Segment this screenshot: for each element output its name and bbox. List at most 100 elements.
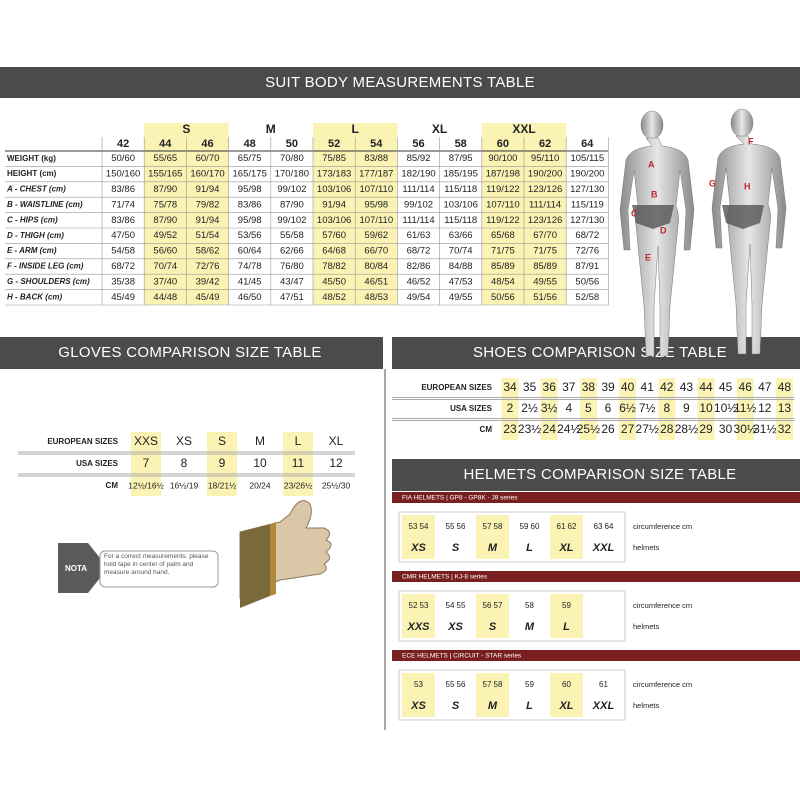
row-label: EUROPEAN SIZES (421, 383, 492, 392)
cell: 71/75 (533, 246, 557, 257)
cell: 48/52 (322, 292, 346, 303)
row-label: C - HIPS (cm) (7, 215, 58, 224)
cell: 28 (660, 422, 674, 436)
size-number: 42 (117, 138, 129, 150)
cell: 185/195 (444, 169, 478, 180)
circumference: 55 (446, 522, 455, 531)
circumference: 53 (414, 680, 423, 689)
row1-label: circumference cm (633, 601, 692, 610)
cell: 103/106 (317, 184, 351, 195)
circumference: 61 (557, 522, 566, 531)
row-label: F - INSIDE LEG (cm) (7, 262, 84, 271)
cell: 46/52 (407, 276, 431, 287)
circumference: 59 (520, 522, 529, 531)
cell: 187/198 (486, 169, 520, 180)
cell: 27½ (636, 422, 659, 436)
highlight-column (736, 378, 754, 440)
helmet-size: XS (447, 621, 463, 633)
cell: 18/21½ (208, 480, 236, 490)
cell: 71/74 (111, 199, 135, 210)
highlight-column (658, 378, 676, 440)
size-number: 46 (201, 138, 213, 150)
circumference: 57 (483, 522, 492, 531)
highlight-column (144, 123, 187, 305)
cell: 61/63 (407, 230, 431, 241)
cell: 119/122 (486, 215, 520, 226)
circumference: 56 (483, 601, 492, 610)
highlight-column (131, 432, 161, 496)
cell: 83/88 (364, 153, 388, 164)
body-figures (619, 108, 787, 357)
cell: 190/200 (570, 169, 604, 180)
cell: 68/72 (111, 261, 135, 272)
cell: 95/98 (238, 184, 262, 195)
highlight-group (550, 594, 583, 638)
circumference: 64 (605, 522, 614, 531)
cell: 43/47 (280, 276, 304, 287)
helmet-size: S (452, 542, 460, 554)
cell: 23 (503, 422, 517, 436)
cell: 38 (582, 380, 596, 394)
cell: 60/64 (238, 246, 262, 257)
highlight-group (402, 515, 435, 559)
cell: 68/72 (407, 246, 431, 257)
cell: 16½/19 (170, 480, 199, 490)
circumference: 53 (420, 601, 429, 610)
cell: 91/94 (196, 215, 220, 226)
cell: 3½ (541, 401, 558, 415)
cell: 23½ (518, 422, 541, 436)
highlight-column (775, 378, 793, 440)
circumference: 60 (562, 680, 571, 689)
helmet-size: XXS (406, 621, 430, 633)
cell: 107/110 (486, 199, 520, 210)
cell: 87/91 (575, 261, 599, 272)
cell: 24 (543, 422, 557, 436)
cell: 78/82 (322, 261, 346, 272)
cell: 49/55 (533, 276, 557, 287)
cell: 44/48 (153, 292, 177, 303)
briefs (632, 205, 764, 229)
cell: 84/88 (449, 261, 473, 272)
highlight-column (501, 378, 519, 440)
highlight-group (476, 594, 509, 638)
cell: 76/80 (280, 261, 304, 272)
figure-label: A (648, 159, 655, 169)
cell: 123/126 (528, 184, 562, 195)
cell: 79/82 (196, 199, 220, 210)
cell: 123/126 (528, 215, 562, 226)
cell: L (295, 434, 302, 448)
size-group: M (266, 122, 276, 136)
cell: 67/70 (533, 230, 557, 241)
figure-label: F (748, 136, 754, 146)
cell: M (255, 434, 265, 448)
circumference: 57 (483, 680, 492, 689)
helmet-size: L (563, 621, 570, 633)
helmet-size: XL (558, 700, 573, 712)
row2-label: helmets (633, 701, 660, 710)
cell: 49/52 (153, 230, 177, 241)
cell: 115/119 (571, 199, 604, 210)
row-label: EUROPEAN SIZES (47, 437, 118, 446)
row1-label: circumference cm (633, 680, 692, 689)
row-label: WEIGHT (kg) (7, 154, 56, 163)
cell: 36 (543, 380, 557, 394)
cell: 50/60 (111, 153, 135, 164)
circumference: 54 (446, 601, 455, 610)
nota-text-wrap: For a correct measurements: please hold … (104, 553, 208, 576)
highlight-column (579, 378, 597, 440)
cell: 111/114 (402, 184, 434, 195)
cell: 4 (565, 401, 572, 415)
helmet-size: S (452, 700, 460, 712)
cell: 29 (699, 422, 713, 436)
cell: 62/66 (280, 246, 304, 257)
cell: 91/94 (322, 199, 346, 210)
cell: 25½/30 (322, 480, 351, 490)
cell: 10 (699, 401, 713, 415)
size-number: 62 (539, 138, 551, 150)
cell: 103/106 (444, 199, 478, 210)
cell: 47/51 (280, 292, 304, 303)
helmet-size: L (526, 700, 533, 712)
cell: 55/65 (153, 153, 177, 164)
cell: 74/78 (238, 261, 262, 272)
cell: 150/160 (106, 169, 140, 180)
